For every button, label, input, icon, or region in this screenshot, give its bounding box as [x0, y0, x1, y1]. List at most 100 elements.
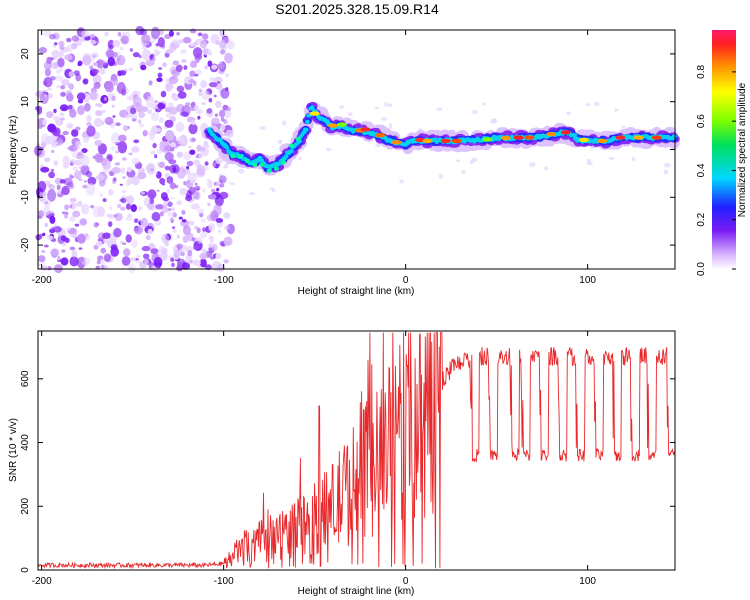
- noise-speck: [105, 83, 114, 93]
- noise-speck: [198, 88, 203, 93]
- noise-speck: [197, 236, 203, 244]
- noise-speck: [69, 233, 74, 237]
- noise-speck: [196, 164, 206, 176]
- noise-speck: [172, 94, 180, 101]
- signal-halo-speck: [259, 126, 266, 130]
- signal-green-core: [295, 136, 301, 141]
- signal-halo-speck: [387, 103, 393, 107]
- noise-speck: [94, 153, 104, 163]
- noise-speck: [196, 187, 200, 191]
- spectrogram-xtick-label: 100: [579, 275, 596, 286]
- noise-speck: [218, 109, 226, 118]
- noise-speck: [101, 109, 106, 114]
- noise-speck: [158, 245, 166, 254]
- noise-speck: [127, 166, 132, 173]
- signal-halo-speck: [298, 156, 302, 161]
- signal-hot-core: [633, 135, 644, 140]
- noise-speck: [69, 246, 76, 251]
- signal-hot-core: [309, 111, 320, 116]
- noise-speck: [216, 187, 220, 192]
- noise-speck: [92, 68, 100, 74]
- noise-speck: [225, 129, 234, 138]
- noise-speck: [66, 123, 74, 129]
- noise-speck: [112, 40, 121, 48]
- noise-speck: [97, 143, 107, 155]
- signal-hot-core: [524, 135, 535, 140]
- signal-hot-core: [597, 138, 608, 144]
- noise-speck: [170, 207, 175, 212]
- signal-halo-speck: [338, 105, 345, 109]
- noise-speck: [39, 92, 49, 105]
- noise-speck: [155, 43, 159, 47]
- signal-halo-speck: [586, 161, 593, 166]
- signal-halo-speck: [436, 107, 443, 111]
- noise-speck: [77, 233, 86, 244]
- noise-speck: [169, 182, 176, 190]
- noise-speck: [43, 30, 52, 37]
- signal-halo-speck: [663, 162, 671, 168]
- noise-speck: [49, 215, 56, 224]
- noise-speck: [177, 136, 185, 145]
- noise-speck: [134, 259, 142, 264]
- noise-speck: [73, 144, 80, 151]
- noise-speck: [60, 235, 67, 242]
- noise-speck: [76, 92, 86, 101]
- noise-speck: [138, 111, 146, 118]
- noise-speck: [66, 37, 72, 43]
- noise-speck: [111, 95, 116, 102]
- noise-speck: [193, 159, 200, 165]
- noise-speck: [188, 146, 192, 149]
- noise-speck: [94, 139, 102, 147]
- noise-speck: [44, 222, 48, 228]
- noise-speck: [125, 234, 132, 243]
- noise-speck: [132, 52, 140, 58]
- noise-speck: [182, 225, 191, 236]
- noise-speck: [158, 161, 166, 168]
- noise-speck: [226, 106, 232, 112]
- noise-speck: [164, 107, 170, 113]
- colorbar-ticks: 0.0 0.2 0.4 0.6 0.8: [696, 64, 736, 276]
- noise-speck: [220, 124, 226, 131]
- noise-speck: [116, 82, 126, 94]
- signal-halo-speck: [238, 168, 245, 174]
- noise-speck: [79, 256, 85, 262]
- noise-speck: [176, 151, 183, 158]
- noise-speck: [181, 262, 190, 270]
- noise-speck: [149, 55, 154, 61]
- noise-speck: [181, 59, 187, 63]
- spectrogram-ytick-label: -20: [20, 237, 31, 252]
- noise-speck: [56, 184, 61, 191]
- noise-speck: [41, 250, 46, 253]
- noise-speck: [226, 40, 235, 50]
- noise-speck: [93, 117, 103, 127]
- noise-speck: [58, 40, 65, 47]
- noise-speck: [108, 44, 113, 48]
- noise-speck: [69, 175, 74, 179]
- noise-speck: [47, 189, 57, 202]
- noise-speck: [207, 180, 214, 189]
- noise-speck: [193, 190, 201, 201]
- noise-speck: [167, 201, 173, 207]
- noise-speck: [221, 192, 229, 199]
- noise-speck: [126, 105, 131, 113]
- noise-speck: [117, 32, 122, 37]
- noise-speck: [193, 245, 199, 250]
- noise-speck: [97, 103, 103, 108]
- noise-speck: [46, 235, 54, 240]
- noise-speck: [190, 28, 197, 34]
- noise-speck: [67, 104, 73, 110]
- noise-speck: [157, 102, 166, 110]
- noise-speck: [140, 217, 148, 228]
- noise-speck: [89, 66, 94, 70]
- noise-speck: [69, 158, 77, 164]
- noise-speck: [72, 210, 81, 218]
- signal-halo-speck: [608, 157, 615, 160]
- noise-speck: [47, 87, 52, 91]
- noise-speck: [164, 152, 174, 162]
- signal-band-cyan: [671, 134, 677, 139]
- noise-speck: [95, 40, 100, 44]
- noise-speck: [129, 48, 134, 52]
- noise-speck: [55, 69, 61, 74]
- noise-speck: [126, 195, 134, 205]
- noise-speck: [165, 113, 172, 118]
